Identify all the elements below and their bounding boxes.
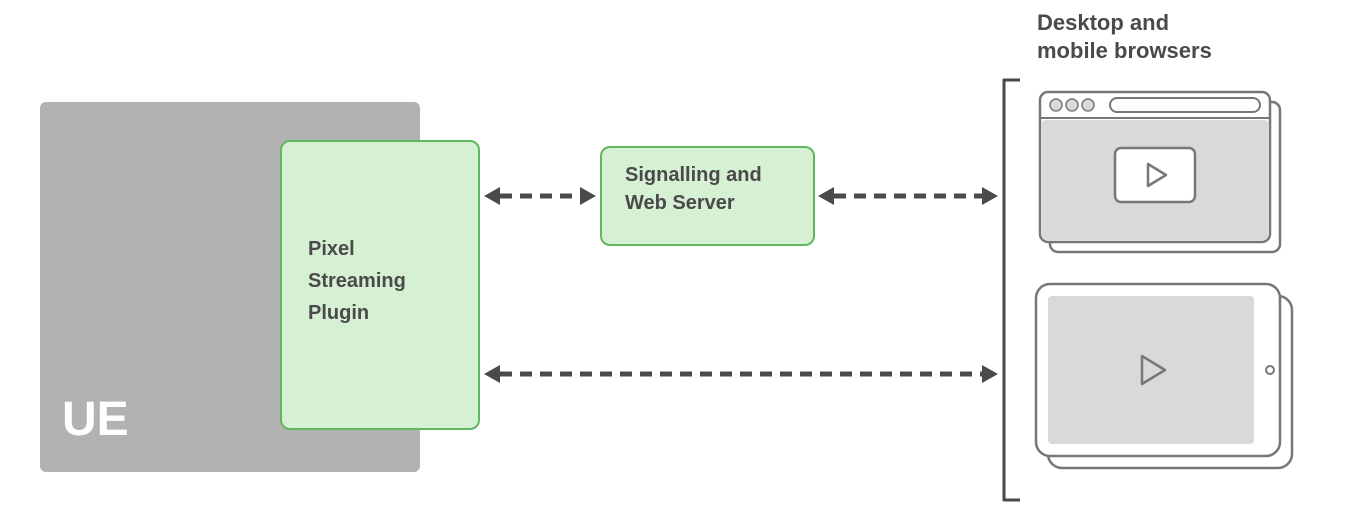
browser-window-front	[1040, 92, 1270, 242]
tablet-screen	[1048, 296, 1254, 444]
tablet-home-button	[1266, 366, 1274, 374]
ue-label: UE	[62, 392, 129, 447]
browser-window-back	[1050, 102, 1280, 252]
clients-bracket	[1004, 80, 1020, 500]
browser-dot-1	[1066, 99, 1078, 111]
tablet-back	[1048, 296, 1292, 468]
browser-content	[1042, 120, 1268, 240]
play-icon	[1148, 164, 1166, 186]
arrowhead-right-2	[982, 365, 998, 383]
plugin-label-line3: Plugin	[308, 302, 369, 325]
browser-urlbar	[1110, 98, 1260, 112]
clients-title-line2: mobile browsers	[1037, 38, 1212, 64]
browser-dot-2	[1082, 99, 1094, 111]
clients-title-line1: Desktop and	[1037, 10, 1169, 36]
arrowhead-left-0	[484, 187, 500, 205]
signalling-label-line1: Signalling and	[625, 164, 762, 187]
arrowhead-left-2	[484, 365, 500, 383]
signalling-label-line2: Web Server	[625, 192, 735, 215]
browser-dot-0	[1050, 99, 1062, 111]
arrowhead-right-0	[580, 187, 596, 205]
browser-play-box	[1115, 148, 1195, 202]
tablet-front	[1036, 284, 1280, 456]
plugin-label-line2: Streaming	[308, 270, 406, 293]
play-icon	[1142, 356, 1165, 384]
plugin-label-line1: Pixel	[308, 238, 355, 261]
arrowhead-left-1	[818, 187, 834, 205]
arrowhead-right-1	[982, 187, 998, 205]
